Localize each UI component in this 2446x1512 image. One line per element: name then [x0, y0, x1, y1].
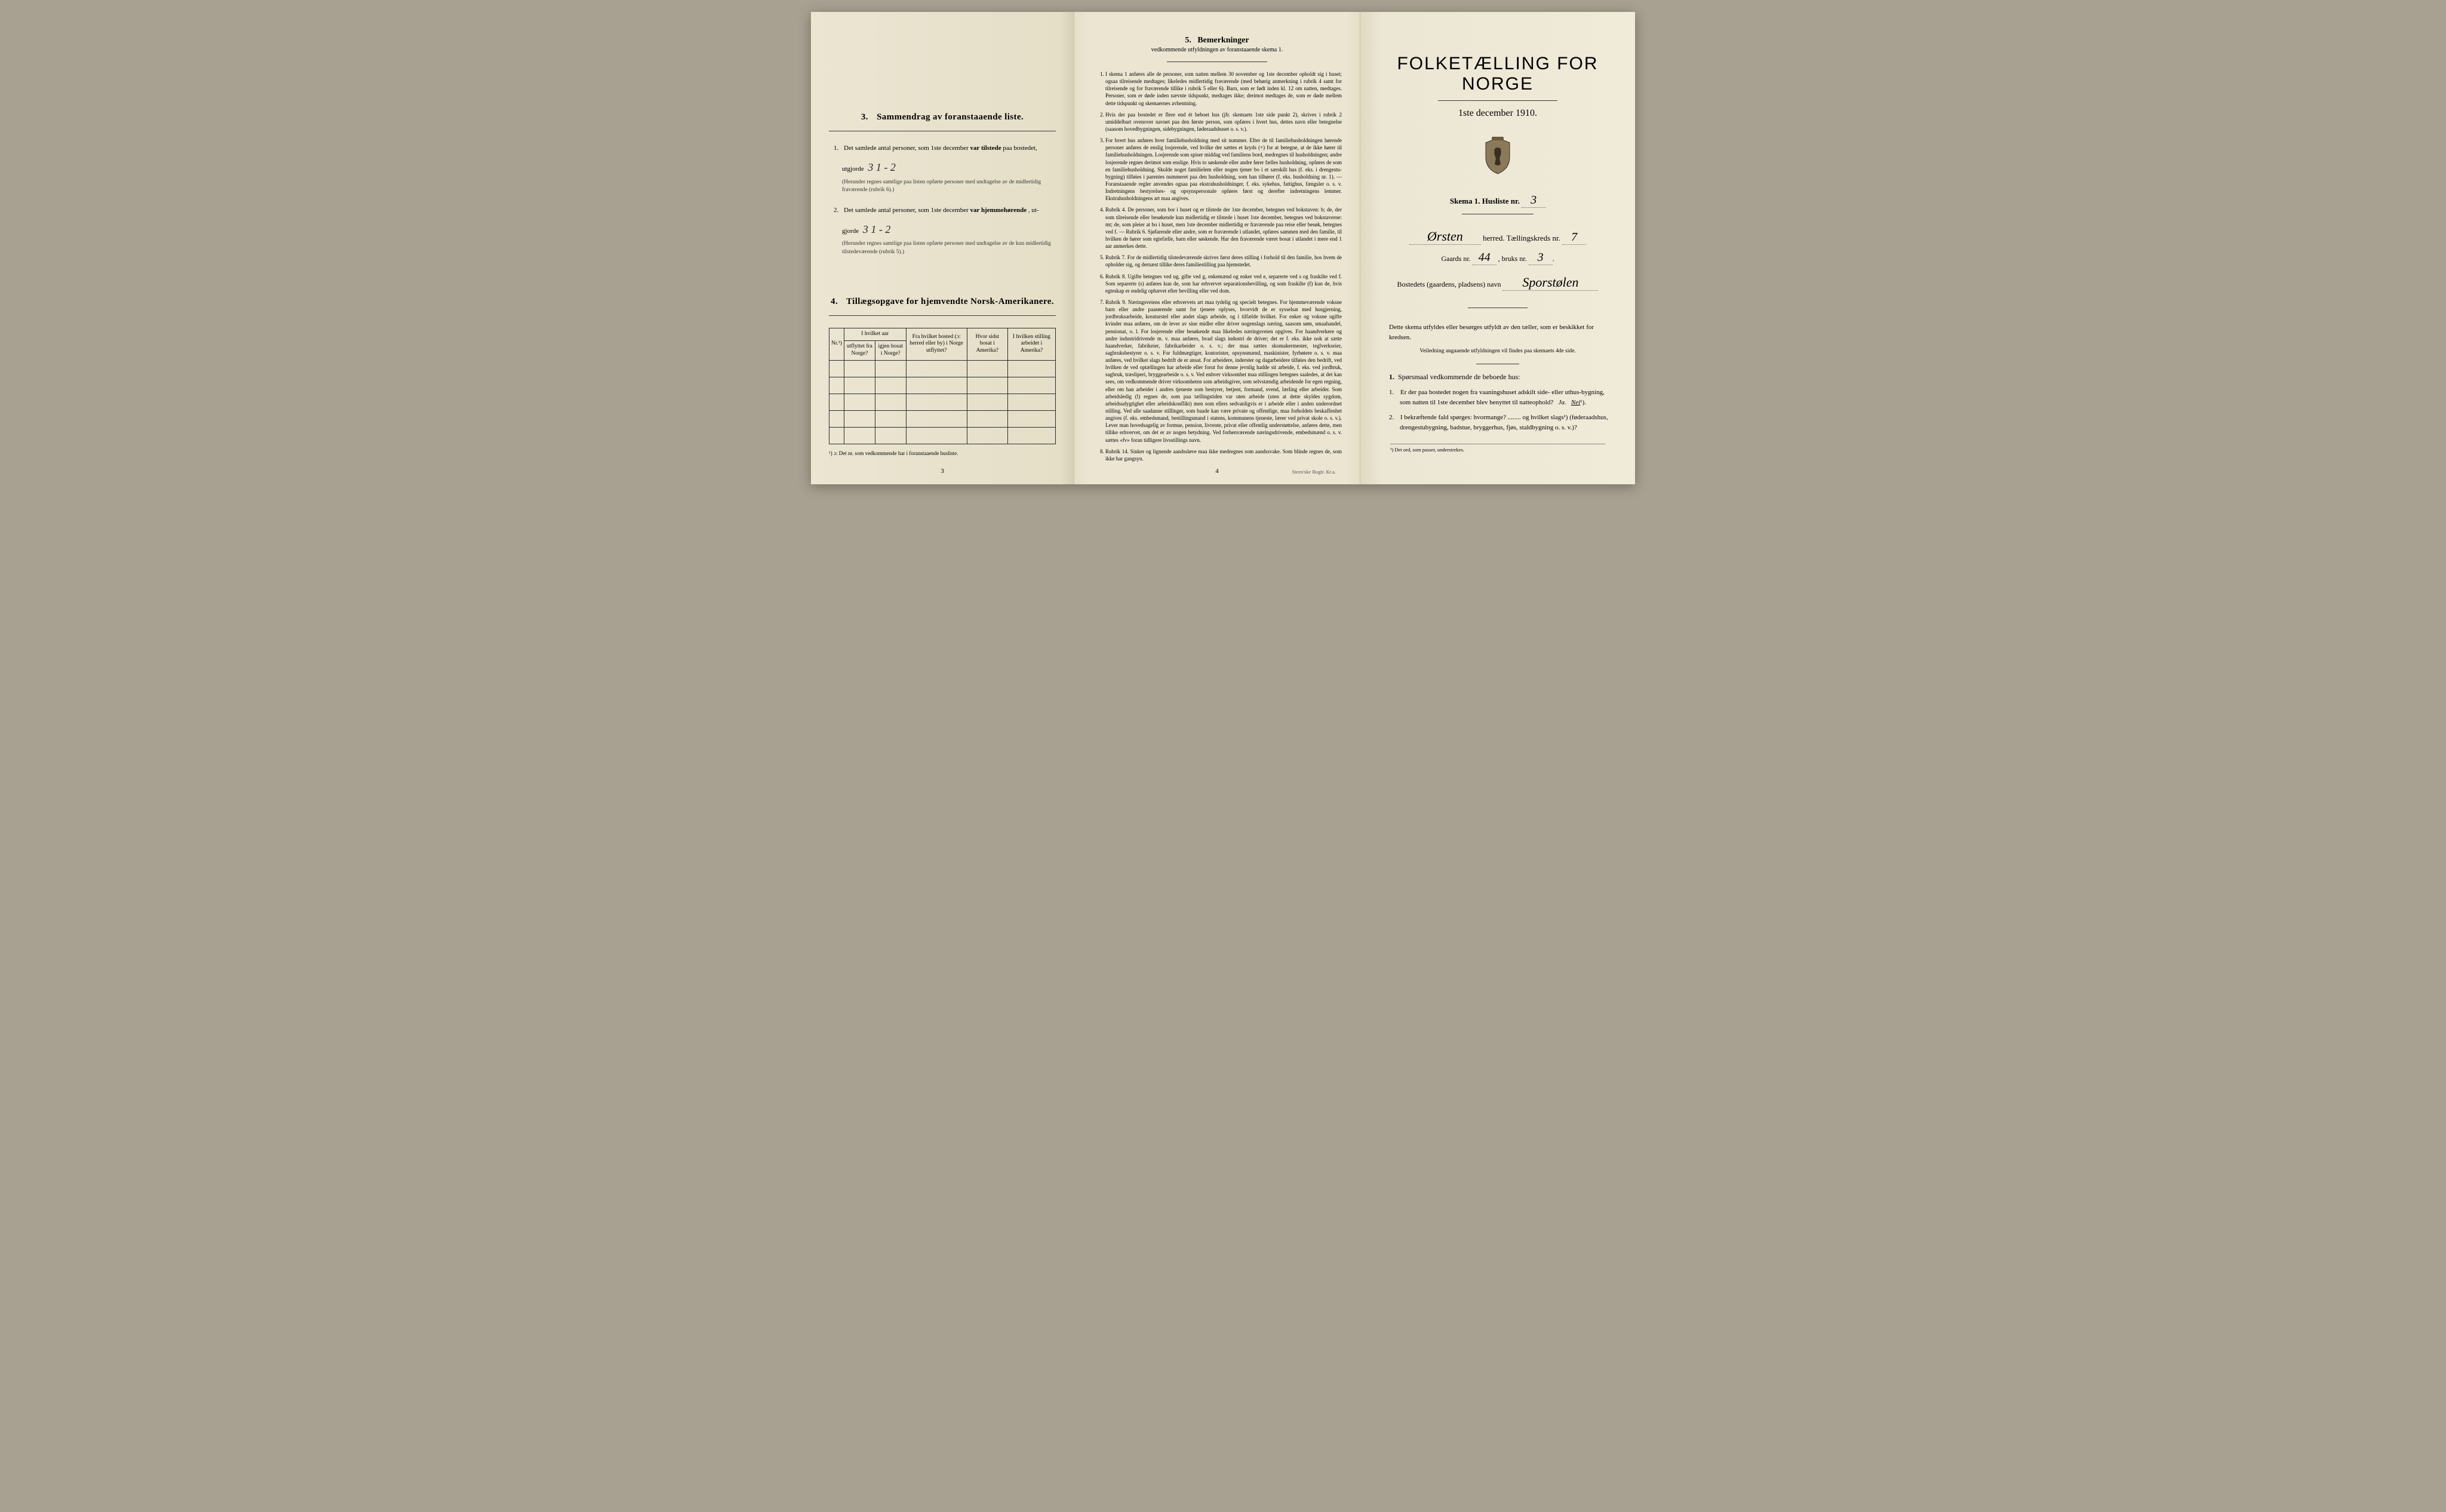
table-row — [829, 360, 1056, 377]
bruks-label: , bruks nr. — [1498, 254, 1527, 263]
remark-item: Rubrik 9. Næringsveiens eller erhvervets… — [1105, 299, 1342, 444]
sup: ¹). — [1580, 399, 1586, 406]
th-job: I hvilken stilling arbeidet i Amerika? — [1007, 328, 1055, 361]
bosted-label: Bostedets (gaardens, pladsens) navn — [1397, 280, 1501, 288]
th-returned: igjen bosat i Norge? — [875, 340, 906, 360]
table-row — [829, 410, 1056, 427]
answer-ja: Ja. — [1558, 399, 1566, 406]
questions-heading: 1. Spørsmaal vedkommende de beboede hus: — [1389, 373, 1606, 382]
section-3-heading: 3. Sammendrag av foranstaaende liste. — [829, 112, 1056, 122]
herred-label: herred. Tællingskreds nr. — [1483, 233, 1560, 242]
instruction-text: Dette skema utfyldes eller besørges utfy… — [1389, 322, 1606, 342]
bold-text: var hjemmehørende — [970, 207, 1027, 214]
herred-name: Ørsten — [1409, 229, 1481, 245]
fine-print-2: (Herunder regnes samtlige paa listen opf… — [842, 240, 1056, 256]
th-emigrated: utflyttet fra Norge? — [844, 340, 875, 360]
section-4-heading: 4. Tillægsopgave for hjemvendte Norsk-Am… — [829, 297, 1056, 307]
page-1-cover: FOLKETÆLLING FOR NORGE 1ste december 191… — [1360, 12, 1635, 484]
remark-item: Rubrik 7. For de midlertidig tilstedevær… — [1105, 254, 1342, 268]
bold-text: var tilstede — [970, 145, 1001, 152]
th-where: Hvor sidst bosat i Amerika? — [967, 328, 1007, 361]
section-3-number: 3. — [861, 112, 868, 122]
bosted-name: Sporstølen — [1502, 275, 1598, 291]
skema-label: Skema 1. Husliste nr. — [1450, 196, 1520, 205]
question-1: 1. Er der paa bostedet nogen fra vaaning… — [1400, 388, 1611, 408]
table-row — [829, 394, 1056, 410]
footnote: ¹) Det ord, som passer, understrekes. — [1390, 444, 1605, 453]
census-title: FOLKETÆLLING FOR NORGE — [1378, 54, 1617, 94]
q2-num: 2. — [1389, 414, 1394, 421]
item-number: 2. — [834, 207, 838, 214]
remark-item: Rubrik 4. De personer, som bor i huset o… — [1105, 206, 1342, 250]
table-row — [829, 427, 1056, 444]
bruks-number: 3 — [1529, 251, 1553, 265]
page-number-3: 3 — [811, 468, 1074, 475]
census-date: 1ste december 1910. — [1378, 108, 1617, 119]
section-5-title: Bemerkninger — [1197, 36, 1249, 45]
summary-item-2-line2: gjorde 3 1 - 2 — [842, 222, 1056, 238]
bosted-line: Bostedets (gaardens, pladsens) navn Spor… — [1378, 275, 1617, 291]
rule — [829, 315, 1056, 316]
th-from: Fra hvilket bosted (ɔ: herred eller by) … — [906, 328, 967, 361]
husliste-number: 3 — [1522, 193, 1545, 208]
gaards-label: Gaards nr. — [1441, 254, 1470, 263]
summary-item-1: 1. Det samlede antal personer, som 1ste … — [834, 143, 1056, 153]
amerikaner-table: Nr.¹) I hvilket aar Fra hvilket bosted (… — [829, 328, 1056, 444]
section-5-subtitle: vedkommende utfyldningen av foranstaaend… — [1092, 47, 1342, 53]
herred-line: Ørsten herred. Tællingskreds nr. 7 — [1378, 229, 1617, 245]
remark-item: Rubrik 14. Sinker og lignende aandssløve… — [1105, 448, 1342, 462]
skema-line: Skema 1. Husliste nr. 3 — [1378, 193, 1617, 208]
text: Det samlede antal personer, som 1ste dec… — [844, 145, 970, 152]
item-number: 1. — [834, 145, 838, 152]
label: gjorde — [842, 228, 859, 235]
rule — [1438, 100, 1557, 101]
summary-item-1-line2: utgjorde 3 1 - 2 — [842, 159, 1056, 176]
q-head-num: 1. — [1389, 373, 1394, 381]
page-3: 3. Sammendrag av foranstaaende liste. 1.… — [811, 12, 1074, 484]
remark-item: For hvert hus anføres hver familiehushol… — [1105, 137, 1342, 202]
table-footnote: ¹) ɔ: Det nr. som vedkommende har i fora… — [829, 450, 1056, 456]
q2-text: I bekræftende fald spørges: hvormange? .… — [1400, 414, 1608, 431]
section-5-number: 5. — [1185, 36, 1191, 45]
printer-credit: Steen'ske Bogtr. Kr.a. — [1292, 469, 1336, 475]
q-head-text: Spørsmaal vedkommende de beboede hus: — [1398, 373, 1520, 381]
label: utgjorde — [842, 165, 864, 173]
section-4-title: Tillægsopgave for hjemvendte Norsk-Ameri… — [846, 297, 1054, 306]
kreds-number: 7 — [1562, 231, 1586, 245]
question-2: 2. I bekræftende fald spørges: hvormange… — [1400, 413, 1611, 433]
th-year: I hvilket aar — [844, 328, 906, 341]
text: , ut- — [1028, 207, 1039, 214]
table-row — [829, 377, 1056, 394]
handwritten-count-2: 3 1 - 2 — [861, 223, 893, 235]
remark-item: Hvis der paa bostedet er flere end ét be… — [1105, 111, 1342, 133]
gaards-line: Gaards nr. 44 , bruks nr. 3. — [1378, 251, 1617, 265]
instruction-subtext: Veiledning angaaende utfyldningen vil fi… — [1378, 348, 1617, 354]
remarks-list: I skema 1 anføres alle de personer, som … — [1092, 70, 1342, 462]
handwritten-count-1: 3 1 - 2 — [865, 161, 898, 173]
text: Det samlede antal personer, som 1ste dec… — [844, 207, 970, 214]
section-5-heading: 5. Bemerkninger — [1092, 36, 1342, 45]
remark-item: I skema 1 anføres alle de personer, som … — [1105, 70, 1342, 107]
section-3-title: Sammendrag av foranstaaende liste. — [877, 112, 1024, 122]
coat-of-arms-icon — [1378, 137, 1617, 178]
gaards-number: 44 — [1473, 251, 1497, 265]
three-page-spread: 3. Sammendrag av foranstaaende liste. 1.… — [811, 12, 1635, 484]
page-4: 5. Bemerkninger vedkommende utfyldningen… — [1074, 12, 1360, 484]
section-4-number: 4. — [831, 297, 838, 306]
answer-nei: Nei — [1571, 399, 1580, 406]
remark-item: Rubrik 8. Ugifte betegnes ved ug, gifte … — [1105, 273, 1342, 294]
fine-print-1: (Herunder regnes samtlige paa listen opf… — [842, 179, 1056, 195]
q1-num: 1. — [1389, 389, 1394, 396]
summary-item-2: 2. Det samlede antal personer, som 1ste … — [834, 205, 1056, 216]
text: paa bostedet, — [1003, 145, 1037, 152]
th-nr: Nr.¹) — [829, 328, 844, 361]
